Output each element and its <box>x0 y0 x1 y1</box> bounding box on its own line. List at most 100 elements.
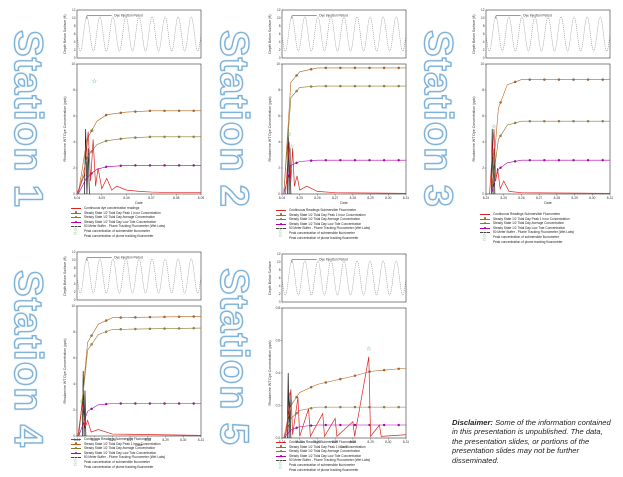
series-marker <box>528 119 531 123</box>
legend-marker <box>75 442 78 445</box>
series-marker <box>90 129 93 133</box>
legend-label: Steady State 1/2 Tidal Day Average Conce… <box>84 446 155 451</box>
y-tick-label: 0.6 <box>276 339 281 343</box>
x-tick-label: 8-30 <box>589 196 596 200</box>
injection-annotation: Dye Injection Period <box>319 258 348 262</box>
x-tick-label: 8-29 <box>367 196 374 200</box>
x-tick-label: 8-28 <box>145 438 152 442</box>
legend-label: Steady State 1/2 Tidal Day Peak 1 hour C… <box>84 210 161 215</box>
series-marker <box>368 405 371 409</box>
series-marker <box>572 158 575 162</box>
y-tick-label: 8 <box>73 330 75 334</box>
series-marker <box>148 315 152 319</box>
y-tick-label: 0.4 <box>276 371 281 375</box>
depth-tick-label: 0 <box>74 298 76 302</box>
legend-label: Peak concentration of plume tracking flu… <box>493 239 563 244</box>
y-tick-label: 2 <box>73 166 75 170</box>
y-tick-label: 6 <box>73 356 75 360</box>
series-marker <box>177 135 181 138</box>
series-marker <box>339 377 342 381</box>
series-marker <box>353 374 357 377</box>
legend-item: ☆ Peak concentration of submersible fluor… <box>275 461 370 468</box>
injection-bracket <box>291 259 317 263</box>
legend-item: Continuous dye concentration readings <box>70 206 165 211</box>
legend-marker <box>280 449 283 453</box>
injection-annotation: Dye Injection Period <box>523 14 552 18</box>
depth-tick-label: 10 <box>72 258 76 262</box>
series-avg <box>78 327 202 437</box>
series-marker <box>163 315 166 319</box>
y-tick-label: 10 <box>71 62 75 66</box>
x-tick-label: 8-26 <box>518 196 525 200</box>
peak-submersible-star-icon: ☆ <box>79 398 84 405</box>
peak-plume-star-icon: ☆ <box>81 412 86 419</box>
x-tick-label: 8-28 <box>350 196 357 200</box>
legend-marker <box>484 226 487 229</box>
depth-tick-label: 12 <box>72 8 76 12</box>
legend-star-icon: ☆ <box>73 226 78 233</box>
depth-tick-label: 12 <box>277 252 281 256</box>
series-marker <box>572 78 575 81</box>
legend-swatch <box>276 460 286 462</box>
station-3-label: Station 3 <box>415 29 460 208</box>
legend-label: 50 Meter Buffer - Plume Tracking Fluorom… <box>84 224 166 229</box>
depth-tick-label: 0 <box>279 56 281 60</box>
legend-station-3: Continuous Readings Submersible Fluorome… <box>479 212 574 244</box>
series-marker <box>309 407 313 410</box>
legend-label: Peak concentration of plume tracking flu… <box>84 233 154 238</box>
series-marker <box>104 113 108 117</box>
legend-item: Steady State 1/2 Tidal Day Average Conce… <box>70 215 165 220</box>
legend-item: ☆ Peak concentration of plume tracking fl… <box>70 232 165 239</box>
series-marker <box>192 135 195 138</box>
legend-swatch <box>276 210 286 211</box>
y-tick-label: 2 <box>482 166 484 170</box>
series-marker <box>339 158 342 162</box>
depth-axis-label: Depth Below Surface <box>268 261 272 295</box>
legend-item: ☆ Peak concentration of submersible fluor… <box>275 229 370 236</box>
y-tick-label: 10 <box>276 62 280 66</box>
legend-label: Peak concentration of submersible fluoro… <box>289 462 355 467</box>
legend-item: Steady State 1/2 Tidal Day Low Tide Conc… <box>479 226 574 231</box>
series-marker <box>192 327 195 330</box>
depth-tick-label: 6 <box>74 32 76 36</box>
legend-label: Peak concentration of submersible fluoro… <box>493 234 559 239</box>
depth-axis-label: Depth Below Surface (ft) <box>63 14 67 53</box>
depth-tick-label: 8 <box>74 266 76 270</box>
x-tick-label: 8-31 <box>198 438 205 442</box>
series-marker <box>134 110 137 113</box>
legend-label: Continuous Readings Submersible Fluorome… <box>84 437 152 441</box>
series-marker <box>295 74 298 77</box>
chart-svg: Dye Injection Period Depth Below Surface … <box>63 250 205 447</box>
chart-station-3: Dye Injection Period Depth Below Surface … <box>472 6 613 248</box>
legend-star-icon: ☆ <box>73 457 78 464</box>
series-marker <box>353 84 357 88</box>
legend-swatch <box>71 457 81 459</box>
series-marker <box>499 134 502 138</box>
legend-label: 50 Meter Buffer - Plume Tracking Fluorom… <box>289 458 371 463</box>
series-marker <box>382 368 386 372</box>
depth-tick-label: 2 <box>74 290 76 294</box>
legend-label: Peak concentration of plume tracking flu… <box>84 464 154 469</box>
chart-svg: Dye Injection Period Depth Below Surface 0… <box>268 252 409 449</box>
series-marker <box>324 158 327 162</box>
legend-item: Steady State 1/2 Tidal Day Peak 1 hour C… <box>70 442 165 447</box>
legend-item: Continuous Readings Submersible Fluorome… <box>275 208 370 213</box>
series-marker <box>528 158 531 162</box>
series-marker <box>119 111 122 115</box>
legend-item: Steady State 1/2 Tidal Day Low Tide Conc… <box>275 454 370 459</box>
x-tick-label: 8-04 <box>279 196 286 200</box>
depth-panel: Dye Injection Period Depth Below Surface … <box>63 250 202 302</box>
series-marker <box>397 405 400 409</box>
legend-marker <box>75 211 78 214</box>
peak-submersible-star-icon: ☆ <box>366 346 371 353</box>
depth-tick-label: 4 <box>74 282 76 286</box>
station-1-label: Station 1 <box>5 29 50 208</box>
y-tick-label: 0 <box>73 192 75 196</box>
legend-marker <box>280 454 283 457</box>
legend-item: Steady State 1/2 Tidal Day Low Tide Conc… <box>70 451 165 456</box>
legend-item: Steady State 1/2 Tidal Day Low Tide Conc… <box>70 220 165 225</box>
legend-item: ☆ Peak concentration of plume tracking fl… <box>275 466 370 473</box>
series-peak <box>491 79 610 195</box>
series-avg <box>283 85 406 195</box>
series-marker <box>104 319 108 322</box>
